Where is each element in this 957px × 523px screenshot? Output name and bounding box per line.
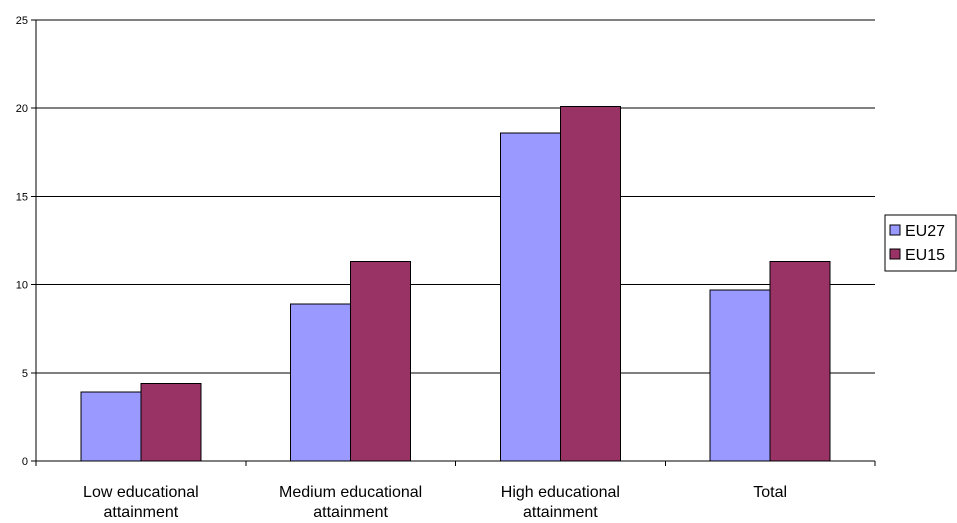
legend-swatch-eu15 xyxy=(889,248,901,260)
bars xyxy=(80,105,831,462)
bar-eu27 xyxy=(709,289,771,462)
y-tick-label: 10 xyxy=(16,280,28,292)
bar-eu27 xyxy=(499,132,561,462)
x-category-label: High educational xyxy=(501,484,620,501)
x-category-label: attainment xyxy=(523,504,598,518)
y-tick-label: 15 xyxy=(16,191,28,203)
x-category-label: attainment xyxy=(104,504,179,518)
legend-label-eu27: EU27 xyxy=(905,223,945,240)
y-tick-label: 5 xyxy=(22,368,28,380)
bar-eu27 xyxy=(290,303,352,462)
legend-label-eu15: EU15 xyxy=(905,247,945,264)
y-tick-label: 20 xyxy=(16,103,28,115)
y-tick-label: 0 xyxy=(22,456,28,468)
x-category-label: Low educational xyxy=(83,484,199,501)
legend: EU27 EU15 xyxy=(884,214,957,272)
bar-eu15 xyxy=(559,105,621,462)
bar-eu27 xyxy=(80,391,142,462)
axis-labels: 0 5 10 15 20 25 Low educational attainment Mediu… xyxy=(16,15,787,521)
legend-box xyxy=(884,214,957,272)
x-category-label: attainment xyxy=(313,504,388,518)
y-tick-label: 25 xyxy=(16,15,28,27)
legend-swatch-eu27 xyxy=(889,224,901,236)
bar-eu15 xyxy=(350,261,412,462)
bar-eu15 xyxy=(769,261,831,462)
x-category-label: Medium educational xyxy=(279,484,422,501)
bar-eu15 xyxy=(140,382,202,462)
axes xyxy=(31,19,876,466)
x-category-label: Total xyxy=(753,484,787,501)
